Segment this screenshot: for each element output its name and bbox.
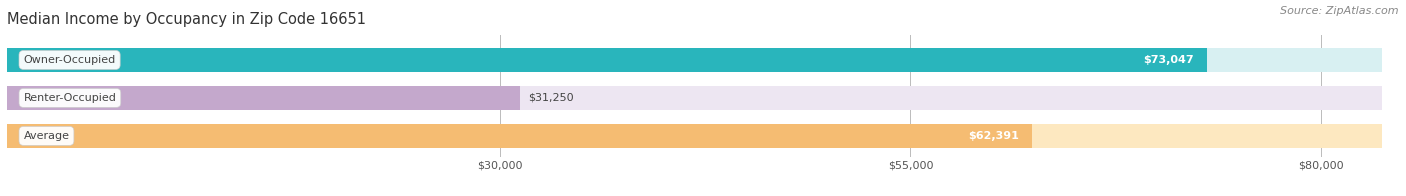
Bar: [7, 124, 1382, 148]
Bar: [7, 86, 1382, 110]
Bar: [7, 48, 1206, 72]
Text: Owner-Occupied: Owner-Occupied: [24, 55, 115, 65]
Text: $31,250: $31,250: [529, 93, 574, 103]
Bar: [7, 124, 1032, 148]
Text: Renter-Occupied: Renter-Occupied: [24, 93, 117, 103]
Text: Average: Average: [24, 131, 69, 141]
Bar: [7, 48, 1382, 72]
Text: Median Income by Occupancy in Zip Code 16651: Median Income by Occupancy in Zip Code 1…: [7, 12, 366, 27]
Text: Source: ZipAtlas.com: Source: ZipAtlas.com: [1281, 6, 1399, 16]
Bar: [7, 86, 520, 110]
Text: $73,047: $73,047: [1143, 55, 1194, 65]
Text: $62,391: $62,391: [967, 131, 1019, 141]
